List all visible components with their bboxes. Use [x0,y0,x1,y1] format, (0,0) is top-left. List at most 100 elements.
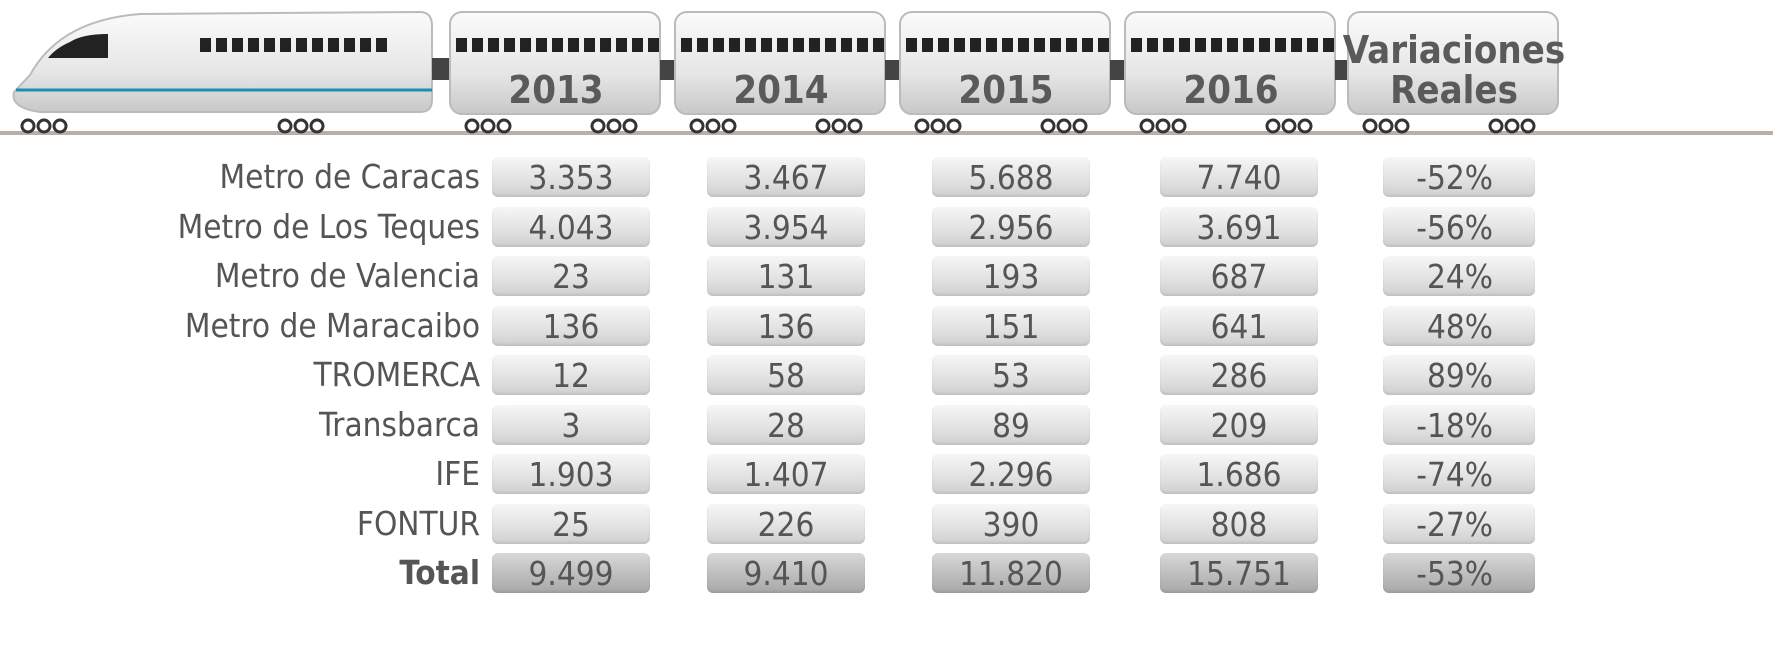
wheel [36,118,52,134]
window [264,38,275,52]
cell: 23 [492,256,650,296]
window [472,38,483,52]
wheel [831,118,847,134]
wheel [946,118,962,134]
window [280,38,291,52]
wheel [20,118,36,134]
wheel [1139,118,1155,134]
cell: 226 [707,503,865,544]
coupler [1110,60,1124,80]
cell: 193 [932,256,1090,296]
cell: 390 [932,503,1090,544]
row-label: Metro de Caracas [219,157,480,196]
wheel [1297,118,1313,134]
wheel [277,118,293,134]
window [1227,38,1238,52]
cell: 11.820 [932,553,1090,593]
wheel [622,118,638,134]
window [986,38,997,52]
window [232,38,243,52]
cell: 12 [492,355,650,395]
cell: 136 [492,305,650,346]
row-label: Metro de Valencia [214,256,480,295]
cell: 28 [707,404,865,445]
cell: 1.407 [707,454,865,494]
window [1163,38,1174,52]
row-label: Metro de Maracaibo [184,305,480,345]
cell: 89% [1383,355,1535,395]
window [825,38,836,52]
car [1347,11,1559,115]
window [456,38,467,52]
row-label: Total [399,553,480,592]
column-header: 2014 [733,68,829,112]
cell: -53% [1383,553,1535,593]
window [954,38,965,52]
wheel [1520,118,1536,134]
cell: -27% [1383,503,1535,544]
window [745,38,756,52]
column-header: 2016 [1183,68,1279,112]
wheel [1171,118,1187,134]
cell: 687 [1160,256,1318,296]
cell: 5.688 [932,157,1090,197]
window [873,38,884,52]
window [1002,38,1013,52]
cell: 1.903 [492,454,650,494]
window [632,38,643,52]
cell: 3.691 [1160,206,1318,247]
window [697,38,708,52]
cell: 9.499 [492,553,650,593]
window [248,38,259,52]
cell: 4.043 [492,206,650,247]
window [1195,38,1206,52]
wheel [1040,118,1056,134]
cell: 2.296 [932,454,1090,494]
window [328,38,339,52]
wheel [847,118,863,134]
cell: -52% [1383,157,1535,197]
cell: 1.686 [1160,454,1318,494]
window [1131,38,1142,52]
wheel [1072,118,1088,134]
window [1291,38,1302,52]
windshield [48,34,108,58]
window [536,38,547,52]
cell: 7.740 [1160,157,1318,197]
column-header: 2013 [508,68,604,112]
wheel [1378,118,1394,134]
window [761,38,772,52]
cell: 3.467 [707,157,865,197]
window [296,38,307,52]
coupler [660,60,674,80]
train [0,10,1773,135]
cell: 286 [1160,355,1318,395]
window [777,38,788,52]
wheel [590,118,606,134]
window [713,38,724,52]
window [1323,38,1334,52]
window [1066,38,1077,52]
cell: 53 [932,355,1090,395]
window [681,38,692,52]
window [1098,38,1109,52]
wheel [815,118,831,134]
window [584,38,595,52]
window [922,38,933,52]
window [1307,38,1318,52]
window [1211,38,1222,52]
wheel [1056,118,1072,134]
window [1034,38,1045,52]
wheel [930,118,946,134]
coupler [432,58,450,80]
row-label: Transbarca [319,404,480,444]
wheel [1281,118,1297,134]
row-label: IFE [435,454,480,493]
window [488,38,499,52]
wheel [496,118,512,134]
window [793,38,804,52]
window [360,38,371,52]
wheel [52,118,68,134]
locomotive [12,10,433,113]
window [312,38,323,52]
